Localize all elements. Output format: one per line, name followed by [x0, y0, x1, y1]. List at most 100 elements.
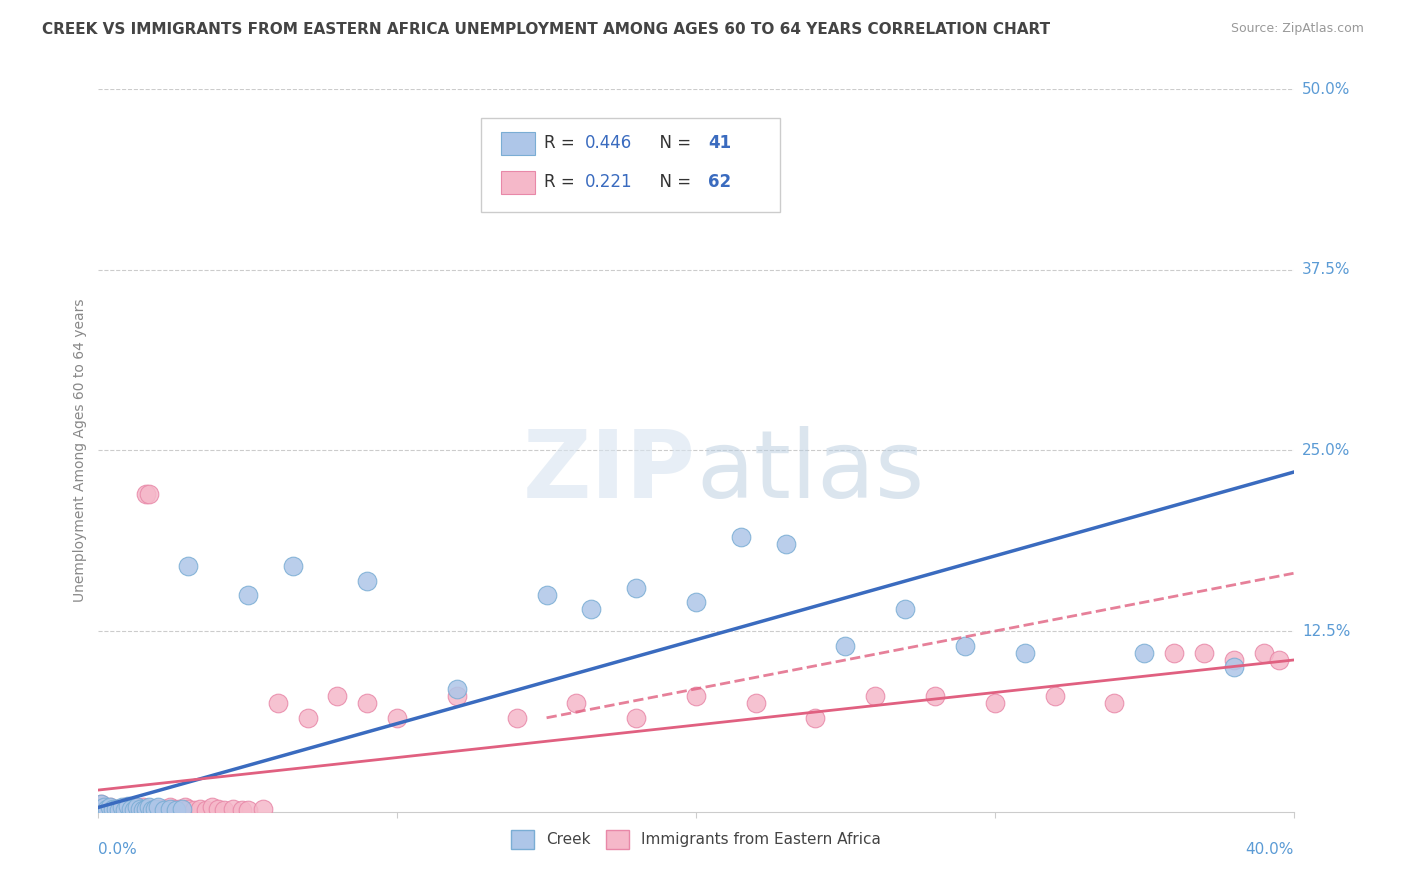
Point	[141, 803, 163, 817]
Point	[159, 800, 181, 814]
Point	[1253, 646, 1275, 660]
Point	[117, 802, 139, 816]
Point	[183, 803, 205, 817]
Point	[252, 802, 274, 816]
Point	[775, 537, 797, 551]
Point	[804, 711, 827, 725]
Point	[1043, 689, 1066, 703]
Text: ZIP: ZIP	[523, 426, 696, 518]
Text: Source: ZipAtlas.com: Source: ZipAtlas.com	[1230, 22, 1364, 36]
Point	[120, 802, 142, 816]
Point	[236, 803, 259, 817]
Text: 40.0%: 40.0%	[1246, 842, 1294, 857]
Point	[685, 689, 707, 703]
Point	[626, 581, 648, 595]
Point	[93, 800, 115, 814]
FancyBboxPatch shape	[481, 118, 780, 212]
Point	[1223, 660, 1246, 674]
Point	[105, 803, 128, 817]
Text: R =: R =	[544, 173, 581, 192]
Text: 37.5%: 37.5%	[1302, 262, 1350, 277]
Point	[172, 802, 194, 816]
Point	[281, 559, 304, 574]
Text: 50.0%: 50.0%	[1302, 82, 1350, 96]
Point	[114, 803, 136, 817]
Point	[231, 803, 253, 817]
Point	[212, 803, 235, 817]
Point	[108, 802, 131, 816]
Point	[159, 802, 181, 816]
Point	[446, 689, 468, 703]
Point	[117, 799, 139, 814]
Point	[90, 797, 112, 812]
Point	[108, 803, 131, 817]
Point	[177, 559, 200, 574]
Point	[129, 802, 152, 816]
Point	[132, 803, 155, 817]
Point	[356, 574, 378, 588]
Point	[165, 803, 187, 817]
Point	[103, 802, 125, 816]
Point	[565, 696, 588, 710]
Point	[730, 530, 752, 544]
Point	[148, 802, 170, 816]
Point	[834, 639, 856, 653]
Point	[111, 800, 134, 814]
Point	[114, 800, 136, 814]
Point	[1223, 653, 1246, 667]
FancyBboxPatch shape	[501, 171, 534, 194]
FancyBboxPatch shape	[501, 132, 534, 155]
Point	[1014, 646, 1036, 660]
Point	[581, 602, 603, 616]
Point	[222, 802, 245, 816]
Point	[165, 803, 187, 817]
Point	[141, 802, 163, 816]
Point	[153, 802, 176, 816]
Point	[150, 803, 173, 817]
Point	[924, 689, 946, 703]
Point	[174, 800, 197, 814]
Point	[129, 802, 152, 816]
Point	[98, 800, 122, 814]
Point	[984, 696, 1007, 710]
Text: 0.0%: 0.0%	[98, 842, 138, 857]
Point	[385, 711, 409, 725]
Text: 25.0%: 25.0%	[1302, 443, 1350, 458]
Point	[96, 802, 118, 816]
Text: atlas: atlas	[696, 426, 924, 518]
Point	[148, 800, 170, 814]
Point	[201, 800, 224, 814]
Text: 0.221: 0.221	[585, 173, 633, 192]
Point	[536, 588, 558, 602]
Point	[626, 711, 648, 725]
Point	[138, 487, 160, 501]
Text: 41: 41	[709, 135, 731, 153]
Point	[120, 803, 142, 817]
Point	[1192, 646, 1215, 660]
Point	[195, 803, 218, 817]
Point	[127, 803, 149, 817]
Point	[98, 800, 122, 814]
Point	[153, 803, 176, 817]
Text: 62: 62	[709, 173, 731, 192]
Text: 12.5%: 12.5%	[1302, 624, 1350, 639]
Legend: Creek, Immigrants from Eastern Africa: Creek, Immigrants from Eastern Africa	[505, 824, 887, 855]
Point	[894, 602, 917, 616]
Point	[745, 696, 768, 710]
Point	[132, 800, 155, 814]
Point	[446, 681, 468, 696]
Point	[167, 802, 190, 816]
Text: R =: R =	[544, 135, 581, 153]
Point	[267, 696, 290, 710]
Point	[124, 800, 146, 814]
Point	[93, 800, 115, 814]
Point	[1267, 653, 1289, 667]
Point	[156, 803, 179, 817]
Point	[506, 711, 529, 725]
Point	[953, 639, 976, 653]
Point	[356, 696, 378, 710]
Y-axis label: Unemployment Among Ages 60 to 64 years: Unemployment Among Ages 60 to 64 years	[73, 299, 87, 602]
Point	[124, 803, 146, 817]
Point	[297, 711, 319, 725]
Point	[865, 689, 887, 703]
